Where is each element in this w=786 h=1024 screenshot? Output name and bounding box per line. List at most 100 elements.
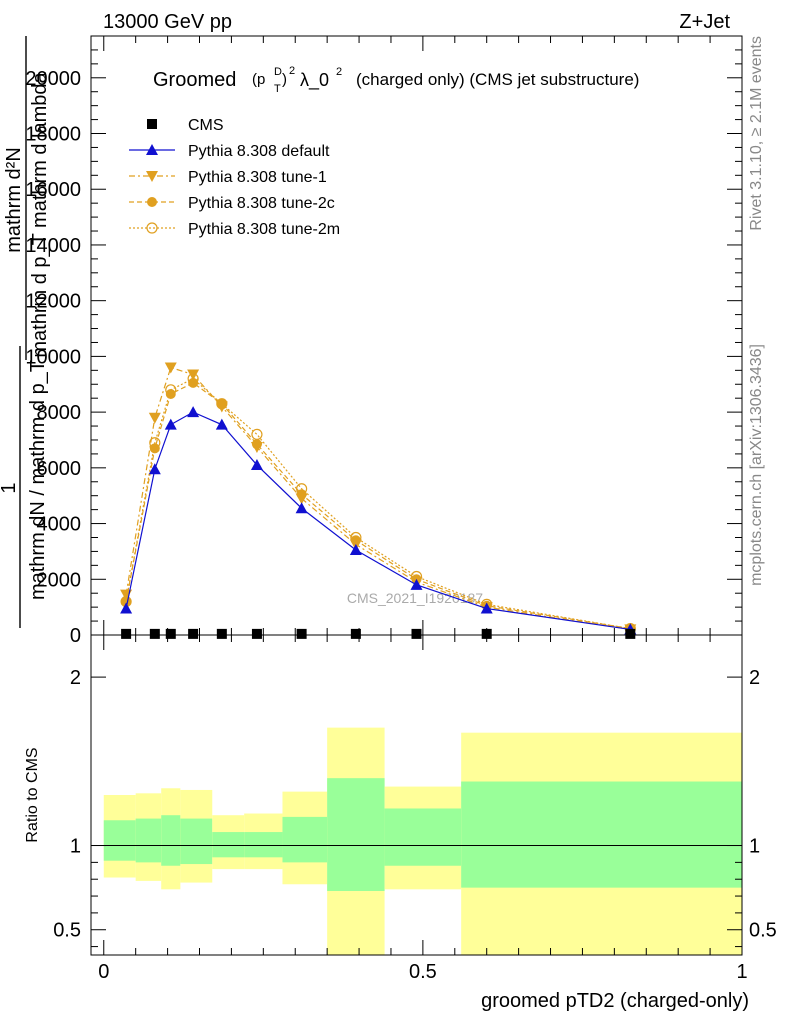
main-ytick-label: 12000 xyxy=(25,291,81,313)
mcplots-label: mcplots.cern.ch [arXiv:1306.3436] xyxy=(748,344,765,586)
title-sup-2a: 2 xyxy=(289,65,295,77)
cms-point xyxy=(296,628,307,639)
ratio-band-inner xyxy=(212,832,245,858)
main-ytick-label: 2000 xyxy=(37,569,82,591)
tune1-point xyxy=(148,412,161,424)
cms-point xyxy=(121,628,132,639)
series-line xyxy=(125,382,631,630)
tune2m-point xyxy=(251,428,263,441)
main-ytick-label: 8000 xyxy=(37,402,82,424)
ratio-frame xyxy=(90,634,743,956)
default-point xyxy=(187,406,200,418)
ratio-ytick-label: 0.5 xyxy=(53,920,81,942)
header-left: 13000 GeV pp xyxy=(103,11,232,33)
ratio-band-inner xyxy=(282,816,328,863)
ratio-axes: 0.5 0.51 12 20 0.5 1 xyxy=(53,634,777,983)
ylabel-den-top: mathrm d p_T mathrm d lambda xyxy=(29,71,51,357)
tune2m-point xyxy=(146,222,158,234)
x-axis-label: groomed pTD2 (charged-only) xyxy=(481,990,749,1012)
main-ytick-label: 6000 xyxy=(37,458,82,480)
ratio-band-inner xyxy=(180,818,213,865)
title-close: ) xyxy=(282,71,287,88)
cms-point xyxy=(625,628,636,639)
ratio-ytick-label: 2 xyxy=(70,667,81,689)
legend-label: Pythia 8.308 tune-1 xyxy=(188,169,327,186)
tune1-point xyxy=(146,171,158,182)
ylabel-den-bottom: mathrm dN / mathrm d p_T xyxy=(27,360,49,600)
ratio-ytick-label-right: 0.5 xyxy=(749,920,777,942)
default-point xyxy=(146,144,158,155)
ratio-ytick-label: 1 xyxy=(70,836,81,858)
main-ytick-label: 16000 xyxy=(25,179,81,201)
main-ylabel: mathrm d²N mathrm d p_T mathrm d lambda … xyxy=(0,36,51,628)
main-series-layer xyxy=(120,362,637,639)
ratio-xtick-label: 0.5 xyxy=(409,961,437,983)
default-point xyxy=(250,459,263,471)
tune2c-point xyxy=(147,197,157,207)
header-right: Z+Jet xyxy=(679,11,730,33)
cms-point xyxy=(251,628,262,639)
ratio-band-inner xyxy=(244,832,283,858)
main-ytick-label: 0 xyxy=(70,625,81,647)
title-sup-2b: 2 xyxy=(336,66,342,78)
default-point xyxy=(295,502,308,514)
ratio-band-inner xyxy=(461,781,742,888)
legend-label: Pythia 8.308 tune-2c xyxy=(188,195,335,212)
ratio-ytick-label-right: 2 xyxy=(749,667,760,689)
legend-label: Pythia 8.308 tune-2m xyxy=(188,221,340,238)
title-paren: (p xyxy=(252,71,265,88)
ratio-band-inner xyxy=(161,815,181,866)
title-suffix: (charged only) (CMS jet substructure) xyxy=(356,70,639,89)
tune2c-point xyxy=(149,443,160,454)
ratio-bands xyxy=(103,727,742,955)
main-ytick-label: 18000 xyxy=(25,124,81,146)
main-ytick-label: 10000 xyxy=(25,346,81,368)
ratio-ylabel: Ratio to CMS xyxy=(24,747,41,842)
default-point xyxy=(410,578,423,590)
ratio-band-inner xyxy=(327,778,385,891)
main-title: Groomed (p D T ) 2 λ_0 2 (charged only) … xyxy=(153,65,639,95)
main-ytick-label: 4000 xyxy=(37,514,82,536)
tune1-point xyxy=(164,362,177,374)
default-point xyxy=(480,602,493,614)
cms-point xyxy=(147,119,157,129)
main-ytick-label: 14000 xyxy=(25,235,81,257)
ylabel-num-top: mathrm d²N xyxy=(3,147,25,253)
legend-label: Pythia 8.308 default xyxy=(188,143,330,160)
ratio-ytick-label-right: 1 xyxy=(749,836,760,858)
cms-point xyxy=(411,628,422,639)
cms-point xyxy=(216,628,227,639)
cms-point xyxy=(149,628,160,639)
default-point xyxy=(164,418,177,430)
cms-point xyxy=(165,628,176,639)
main-axes: 0 2000 4000 6000 8000 10000 12000 14000 16000 180… xyxy=(25,35,743,647)
legend-label: CMS xyxy=(188,117,224,134)
title-lambda: λ_0 xyxy=(300,70,329,91)
ratio-xtick-label: 0 xyxy=(98,961,109,983)
rivet-label: Rivet 3.1.10, ≥ 2.1M events xyxy=(748,36,765,231)
tune1-point xyxy=(250,441,263,453)
cms-point xyxy=(481,628,492,639)
cms-point xyxy=(350,628,361,639)
cms-point xyxy=(188,628,199,639)
main-ytick-label: 20000 xyxy=(25,68,81,90)
title-groomed: Groomed xyxy=(153,69,236,91)
title-sup-d: D xyxy=(274,66,282,78)
ratio-xtick-label: 1 xyxy=(736,961,747,983)
default-point xyxy=(349,544,362,556)
tune1-point xyxy=(187,369,200,381)
default-point xyxy=(148,463,161,475)
default-point xyxy=(120,602,133,614)
ratio-band-inner xyxy=(135,818,162,863)
default-point xyxy=(215,418,228,430)
ylabel-one: 1 xyxy=(0,482,20,493)
tune2c-point xyxy=(188,377,199,388)
ratio-band-inner xyxy=(103,820,136,861)
tune1-point xyxy=(295,493,308,505)
title-sub-t: T xyxy=(274,83,281,95)
tune2c-point xyxy=(165,389,176,400)
legend: CMS Pythia 8.308 default Pythia 8.308 tune… xyxy=(129,117,340,238)
ratio-band-inner xyxy=(384,808,462,866)
tune1-point xyxy=(215,401,228,413)
